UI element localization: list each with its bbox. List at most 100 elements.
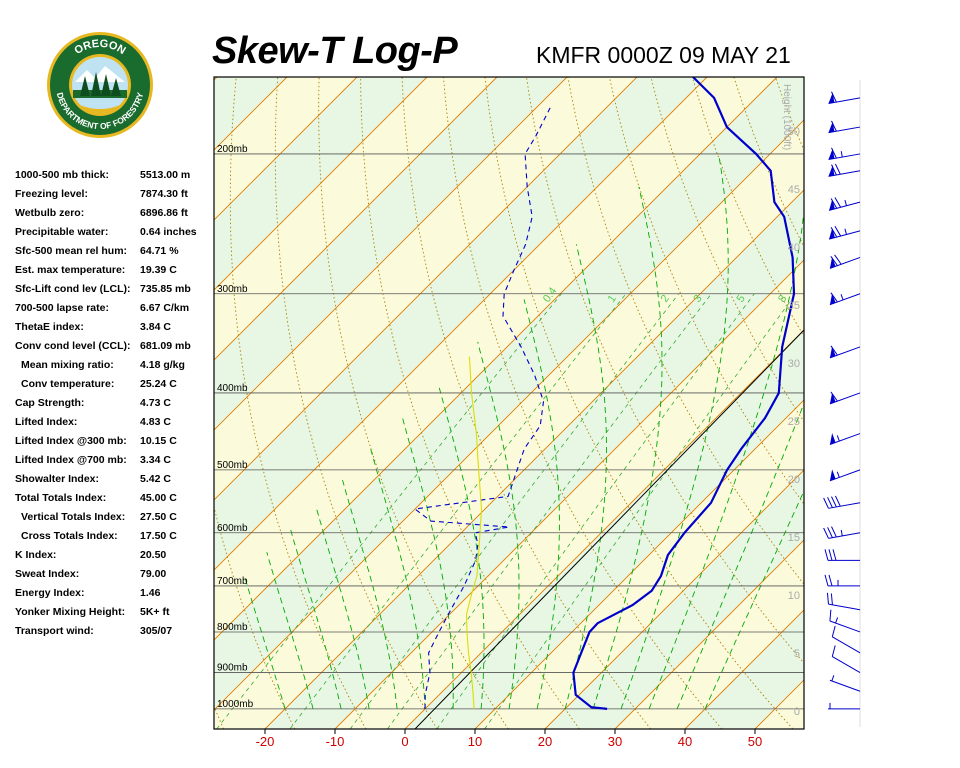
wind-barb-staff	[828, 170, 861, 177]
wind-barb-staff	[828, 603, 861, 611]
wind-barb-half	[836, 471, 840, 478]
dry-adiabat	[214, 704, 225, 729]
chart-title: Skew-T Log-P	[212, 30, 458, 72]
wind-barb-full	[831, 645, 836, 657]
stat-row: K Index: 20.50	[15, 546, 220, 565]
moist-adiabat	[564, 244, 607, 710]
dry-adiabat	[443, 77, 723, 729]
wind-barb	[829, 345, 861, 359]
height-tick-label: 5	[794, 648, 800, 660]
wind-barb-half	[836, 435, 840, 442]
stat-row: Precipitable water: 0.64 inches	[15, 223, 220, 242]
wind-barb-staff	[829, 620, 861, 633]
wind-barb	[828, 702, 860, 710]
wind-barb	[829, 609, 861, 633]
isotherm-line	[404, 329, 804, 729]
wind-barb-full	[828, 574, 833, 587]
isobar-label: 300mb	[217, 284, 248, 295]
wind-barb-full	[830, 292, 838, 303]
height-tick-label: 10	[788, 590, 800, 602]
stat-row: 700-500 lapse rate: 6.67 C/km	[15, 299, 220, 318]
stat-value: 17.50 C	[140, 530, 177, 542]
isotherm-line	[214, 77, 218, 81]
wind-barb	[826, 592, 861, 611]
wind-barb-full	[831, 496, 837, 508]
isobar-label: 900mb	[217, 663, 248, 674]
stat-label: Transport wind:	[15, 625, 94, 637]
wind-barb-full	[834, 254, 842, 265]
dry-adiabat	[214, 505, 296, 729]
stat-value: 19.39 C	[140, 264, 177, 276]
wind-profile	[823, 80, 861, 727]
wind-barb-staff	[829, 392, 861, 405]
stat-row: Conv temperature: 25.24 C	[15, 375, 220, 394]
isobar-label: 1000mb	[217, 699, 254, 710]
stat-row: Lifted Index @300 mb: 10.15 C	[15, 432, 220, 451]
wind-barb-full	[831, 120, 837, 132]
mixing-ratio-label: 1	[606, 293, 619, 305]
stat-value: 45.00 C	[140, 492, 177, 504]
moist-adiabat	[315, 505, 370, 709]
dry-adiabat	[691, 77, 804, 338]
wind-barb-full	[831, 526, 837, 538]
wind-barb-staff	[828, 502, 861, 509]
stat-label: Precipitable water:	[15, 226, 109, 238]
moist-adiabat	[290, 529, 342, 710]
plot-frame	[213, 76, 805, 730]
wind-barb	[829, 254, 861, 269]
wind-barb-half	[840, 529, 843, 536]
wind-barb-staff	[829, 346, 861, 359]
mixing-ratio-line	[216, 293, 562, 729]
stat-value: 0.64 inches	[140, 226, 197, 238]
isotherm-band	[214, 120, 804, 729]
wind-barb	[829, 292, 861, 306]
dry-adiabat	[274, 77, 438, 729]
dry-adiabat	[858, 77, 960, 729]
wind-barb-full	[830, 256, 838, 266]
isobar-label: 200mb	[217, 144, 248, 155]
stat-label: Conv temperature:	[21, 378, 115, 390]
wind-barb	[823, 495, 861, 509]
stat-label: Sfc-500 mean rel hum:	[15, 245, 128, 257]
stat-row: ThetaE index: 3.84 C	[15, 318, 220, 337]
moist-adiabat	[266, 552, 314, 710]
wind-barb-full	[827, 497, 833, 508]
wind-barb-flag	[828, 148, 835, 160]
stat-label: Yonker Mixing Height:	[15, 606, 126, 618]
wind-barb	[828, 147, 861, 160]
stat-label: Total Totals Index:	[15, 492, 107, 504]
stat-value: 20.50	[140, 549, 167, 561]
wind-barb-flag	[829, 469, 836, 481]
height-tick-label: 35	[788, 300, 800, 312]
mixing-ratio-label: 3	[691, 293, 704, 305]
wind-barb	[831, 625, 861, 654]
stat-row: Wetbulb zero: 6896.86 ft	[15, 204, 220, 223]
stat-row: Sweat Index: 79.00	[15, 565, 220, 584]
isotherm-line	[214, 77, 568, 431]
wind-barb-staff	[832, 636, 861, 654]
wind-barb-full	[832, 549, 837, 561]
x-tick-label: 10	[468, 734, 482, 749]
stat-value: 735.85 mb	[140, 283, 191, 295]
isobar-label: 400mb	[217, 383, 248, 394]
stat-row: Sfc-Lift cond lev (LCL): 735.85 mb	[15, 280, 220, 299]
wind-barb-full	[830, 593, 833, 605]
dry-adiabat	[567, 77, 804, 585]
isobar-label: 500mb	[217, 460, 248, 471]
height-tick-label: 0	[794, 706, 800, 718]
stat-value: 305/07	[140, 625, 173, 637]
isotherm-line	[214, 77, 708, 571]
wind-barb-full	[830, 391, 838, 402]
wind-barb-full	[831, 147, 837, 159]
isobar-label: 800mb	[217, 622, 248, 633]
isotherm-line	[214, 77, 638, 501]
height-tick-label: 20	[788, 474, 800, 486]
wind-barb-staff	[828, 201, 861, 211]
stat-value: 3.84 C	[140, 321, 171, 333]
wind-barb-staff	[828, 97, 861, 104]
wind-barb	[829, 675, 861, 692]
height-tick-label: 15	[788, 532, 800, 544]
isotherm-line	[684, 609, 804, 729]
wind-barb-staff	[828, 126, 861, 134]
stat-row: Energy Index: 1.46	[15, 584, 220, 603]
